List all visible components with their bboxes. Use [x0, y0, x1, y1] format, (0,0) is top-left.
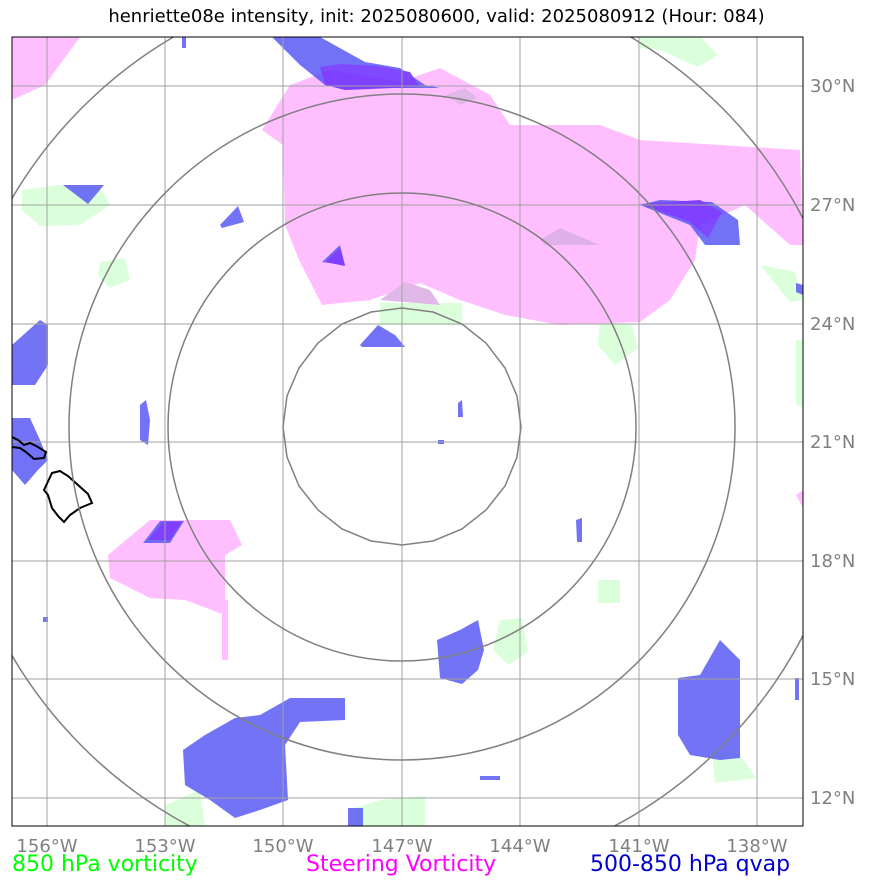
blue-area	[325, 248, 345, 266]
blue-area	[183, 698, 345, 818]
lat-tick-label: 21°N	[810, 432, 855, 453]
lon-tick-label: 141°W	[608, 836, 669, 857]
lon-tick-labels: 156°W 153°W 150°W 147°W 144°W 141°W 138°…	[16, 836, 787, 857]
blue-area	[458, 400, 463, 417]
green-area	[355, 796, 425, 826]
green-area	[640, 37, 718, 67]
lat-tick-label: 15°N	[810, 669, 855, 690]
blue-area	[320, 64, 420, 90]
magenta-area	[222, 600, 228, 660]
lat-tick-label: 18°N	[810, 551, 855, 572]
legend-steering-vorticity: Steering Vorticity	[306, 852, 497, 877]
lon-tick-label: 144°W	[489, 836, 550, 857]
magenta-area	[380, 282, 440, 305]
blue-area	[12, 320, 48, 385]
range-ring-1	[282, 307, 522, 546]
blue-area	[678, 640, 740, 760]
blue-area	[640, 200, 722, 238]
lon-tick-label: 138°W	[726, 836, 787, 857]
green-area	[493, 618, 528, 665]
green-area	[598, 322, 638, 365]
legend-qvap: 500-850 hPa qvap	[590, 852, 791, 877]
blue-area	[360, 325, 405, 347]
island-big-island	[42, 469, 94, 524]
blue-area	[576, 518, 582, 542]
lon-tick-label: 150°W	[252, 836, 313, 857]
lat-tick-label: 30°N	[810, 76, 855, 97]
range-rings	[12, 37, 803, 826]
green-area	[165, 790, 205, 826]
map-title: henriette08e intensity, init: 2025080600…	[108, 6, 765, 27]
blue-area	[220, 206, 244, 228]
magenta-area	[12, 37, 80, 100]
range-ring-3	[68, 93, 736, 761]
qvap-layer	[12, 37, 803, 826]
magenta-area	[540, 228, 600, 245]
green-area	[796, 340, 803, 408]
range-ring-2	[167, 192, 637, 662]
coastline	[12, 436, 94, 524]
green-area	[712, 752, 756, 783]
plot-frame	[11, 36, 804, 827]
blue-area	[182, 37, 186, 48]
blue-area	[348, 808, 363, 826]
lon-tick-label: 147°W	[371, 836, 432, 857]
island-maui	[12, 436, 48, 461]
lon-tick-label: 156°W	[16, 836, 77, 857]
lon-tick-label: 153°W	[134, 836, 195, 857]
magenta-area	[796, 490, 803, 508]
blue-area	[140, 400, 150, 445]
steering-vorticity-layer	[12, 37, 803, 660]
green-area	[760, 265, 803, 302]
lat-tick-label: 27°N	[810, 195, 855, 216]
blue-area	[12, 418, 48, 485]
blue-area	[63, 185, 104, 204]
lat-tick-label: 24°N	[810, 314, 855, 335]
lat-tick-labels: 30°N 27°N 24°N 21°N 18°N 15°N 12°N	[810, 76, 855, 809]
lat-tick-label: 12°N	[810, 788, 855, 809]
magenta-area	[108, 520, 242, 615]
green-area	[98, 258, 130, 288]
green-area	[598, 580, 620, 603]
blue-area	[796, 283, 803, 295]
green-area	[380, 303, 462, 325]
legend-850-vorticity: 850 hPa vorticity	[12, 852, 198, 877]
blue-area	[480, 776, 500, 780]
blue-area	[795, 678, 799, 700]
magenta-area	[262, 68, 803, 325]
blue-area	[437, 620, 484, 684]
